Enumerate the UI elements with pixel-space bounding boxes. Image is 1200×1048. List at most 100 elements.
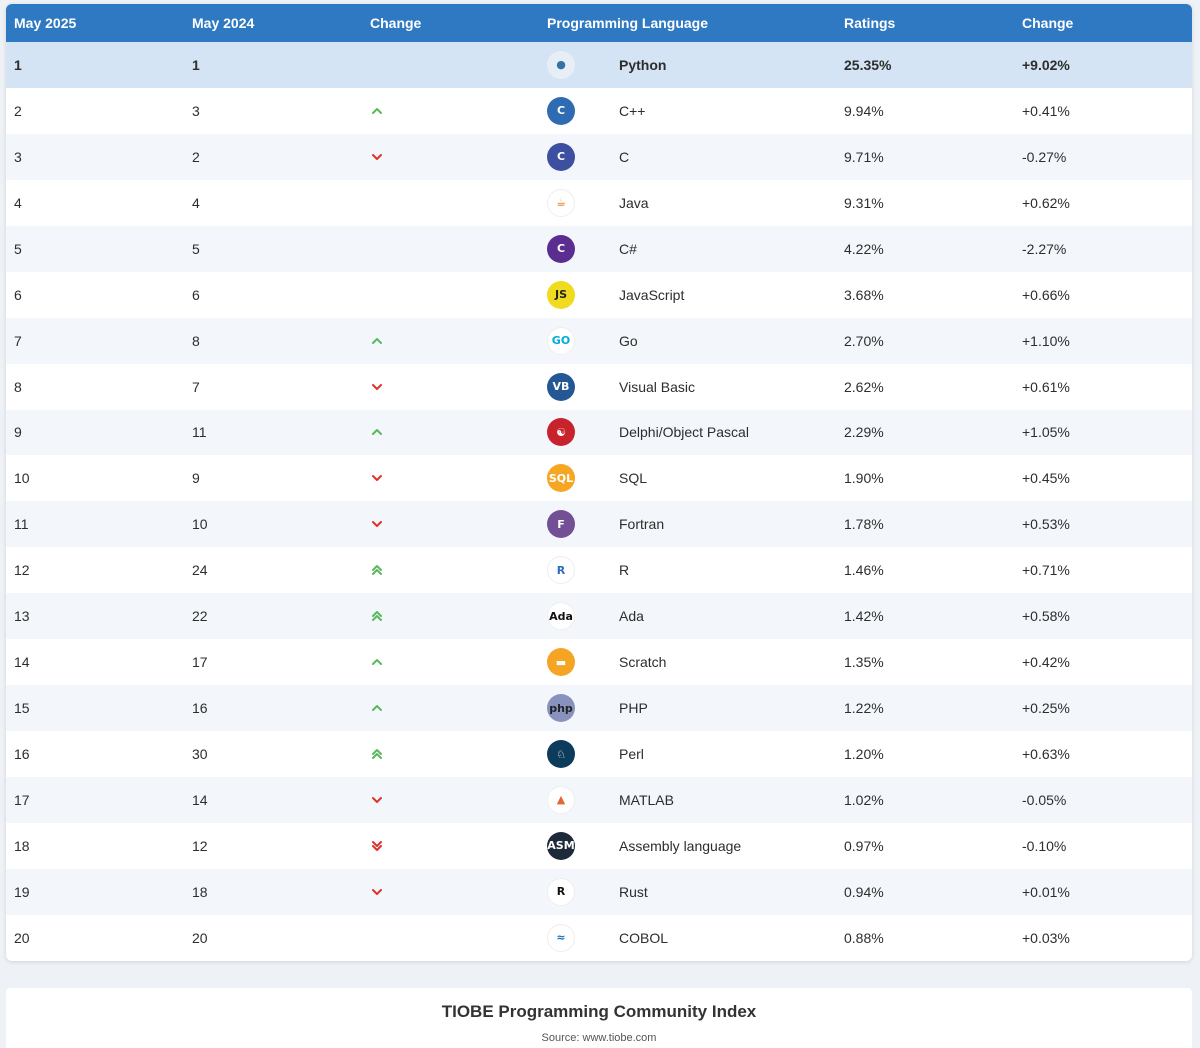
table-row[interactable]: 13 22 Ada Ada 1.42% +0.58% <box>6 593 1192 640</box>
table-row[interactable]: 18 12 ASM Assembly language 0.97% -0.10% <box>6 823 1192 869</box>
trend-up-icon <box>370 425 384 439</box>
rating: 1.22% <box>844 700 884 717</box>
table-header: May 2025 May 2024 Change Programming Lan… <box>6 4 1192 42</box>
language-name: Java <box>619 194 649 211</box>
table-row[interactable]: 10 9 SQL SQL 1.90% +0.45% <box>6 455 1192 501</box>
previous-rank: 12 <box>192 837 208 854</box>
rating: 2.70% <box>844 332 884 349</box>
rating-change: +0.41% <box>1022 102 1070 119</box>
table-row[interactable]: 3 2 C C 9.71% -0.27% <box>6 133 1192 180</box>
current-rank: 2 <box>14 102 22 119</box>
assembly-logo: ASM <box>547 831 575 860</box>
language-name: PHP <box>619 700 648 717</box>
current-rank: 7 <box>14 332 22 349</box>
previous-rank: 1 <box>192 56 200 73</box>
previous-rank: 10 <box>192 516 208 533</box>
trend-up-icon <box>370 747 384 761</box>
previous-rank: 2 <box>192 148 200 165</box>
csharp-logo: C <box>547 234 575 263</box>
language-name: MATLAB <box>619 791 674 808</box>
current-rank: 9 <box>14 424 22 441</box>
current-rank: 20 <box>14 929 30 946</box>
table-row[interactable]: 14 17 ▬ Scratch 1.35% +0.42% <box>6 639 1192 685</box>
trend-down-icon <box>370 517 384 531</box>
header-ratings[interactable]: Ratings <box>844 15 896 31</box>
table-row[interactable]: 16 30 ♘ Perl 1.20% +0.63% <box>6 731 1192 777</box>
trend-up-icon <box>370 563 384 577</box>
current-rank: 8 <box>14 378 22 395</box>
perl-logo: ♘ <box>547 740 575 769</box>
r-logo: R <box>547 556 575 585</box>
current-rank: 5 <box>14 240 22 257</box>
rating-change: +1.10% <box>1022 332 1070 349</box>
trend-up-icon <box>370 104 384 118</box>
table-row[interactable]: 19 18 R Rust 0.94% +0.01% <box>6 868 1192 915</box>
language-name: C# <box>619 240 637 257</box>
footer: TIOBE Programming Community Index Source… <box>6 988 1192 1048</box>
rating: 2.62% <box>844 378 884 395</box>
rating: 0.88% <box>844 929 884 946</box>
rating-change: +0.62% <box>1022 194 1070 211</box>
rating: 9.94% <box>844 102 884 119</box>
rating-change: -2.27% <box>1022 240 1067 257</box>
previous-rank: 11 <box>192 424 207 441</box>
language-name: Rust <box>619 883 648 900</box>
language-name: Assembly language <box>619 837 742 854</box>
table-row[interactable]: 1 1 ● Python 25.35% +9.02% <box>6 42 1192 88</box>
previous-rank: 22 <box>192 608 208 625</box>
rating-change: +1.05% <box>1022 424 1070 441</box>
current-rank: 11 <box>14 516 29 533</box>
language-name: Perl <box>619 746 644 763</box>
previous-rank: 17 <box>192 654 208 671</box>
rating: 3.68% <box>844 286 884 303</box>
rating-change: +0.66% <box>1022 286 1070 303</box>
table-row[interactable]: 15 16 php PHP 1.22% +0.25% <box>6 685 1192 732</box>
rating: 1.02% <box>844 791 884 808</box>
rating-change: +0.58% <box>1022 608 1070 625</box>
trend-down-icon <box>370 380 384 394</box>
rating-change: +0.25% <box>1022 700 1070 717</box>
current-rank: 6 <box>14 286 22 303</box>
index-title: TIOBE Programming Community Index <box>441 1002 757 1021</box>
cobol-logo: ≈ <box>547 923 575 952</box>
header-change[interactable]: Change <box>370 15 422 31</box>
rust-logo: R <box>547 877 575 906</box>
previous-rank: 20 <box>192 929 208 946</box>
rating: 1.20% <box>844 746 884 763</box>
java-logo: ☕ <box>547 188 575 217</box>
current-rank: 13 <box>14 608 30 625</box>
cpp-logo: C <box>547 96 575 125</box>
table-row[interactable]: 6 6 JS JavaScript 3.68% +0.66% <box>6 272 1192 318</box>
table-row[interactable]: 2 3 C C++ 9.94% +0.41% <box>6 88 1192 134</box>
table-row[interactable]: 20 20 ≈ COBOL 0.88% +0.03% <box>6 915 1192 961</box>
header-current-rank[interactable]: May 2025 <box>14 15 77 31</box>
rating: 9.31% <box>844 194 884 211</box>
rating-change: +0.45% <box>1022 470 1070 487</box>
table-row[interactable]: 12 24 R R 1.46% +0.71% <box>6 547 1192 593</box>
table-row[interactable]: 8 7 VB Visual Basic 2.62% +0.61% <box>6 364 1192 410</box>
current-rank: 19 <box>14 883 30 900</box>
table-row[interactable]: 7 8 GO Go 2.70% +1.10% <box>6 317 1192 364</box>
table-row[interactable]: 17 14 ▲ MATLAB 1.02% -0.05% <box>6 777 1192 823</box>
rating-change: +0.63% <box>1022 746 1070 763</box>
scratch-logo: ▬ <box>547 648 575 677</box>
rating: 25.35% <box>844 56 892 73</box>
rating-change: +9.02% <box>1022 56 1070 73</box>
table-row[interactable]: 4 4 ☕ Java 9.31% +0.62% <box>6 180 1192 226</box>
language-name: Delphi/Object Pascal <box>619 424 749 441</box>
go-logo: GO <box>547 326 575 355</box>
language-name: R <box>619 562 630 579</box>
rating: 1.42% <box>844 608 884 625</box>
ada-logo: Ada <box>547 602 575 631</box>
c-logo: C <box>547 142 575 171</box>
header-change-percent[interactable]: Change <box>1022 15 1074 31</box>
trend-up-icon <box>370 334 384 348</box>
table-row[interactable]: 11 10 F Fortran 1.78% +0.53% <box>6 501 1192 548</box>
python-logo: ● <box>547 50 575 79</box>
header-previous-rank[interactable]: May 2024 <box>192 15 255 31</box>
current-rank: 1 <box>14 56 22 73</box>
table-row[interactable]: 5 5 C C# 4.22% -2.27% <box>6 225 1192 272</box>
table-row[interactable]: 9 11 ☯ Delphi/Object Pascal 2.29% +1.05% <box>6 409 1192 456</box>
rating: 4.22% <box>844 240 884 257</box>
header-language[interactable]: Programming Language <box>547 15 709 31</box>
